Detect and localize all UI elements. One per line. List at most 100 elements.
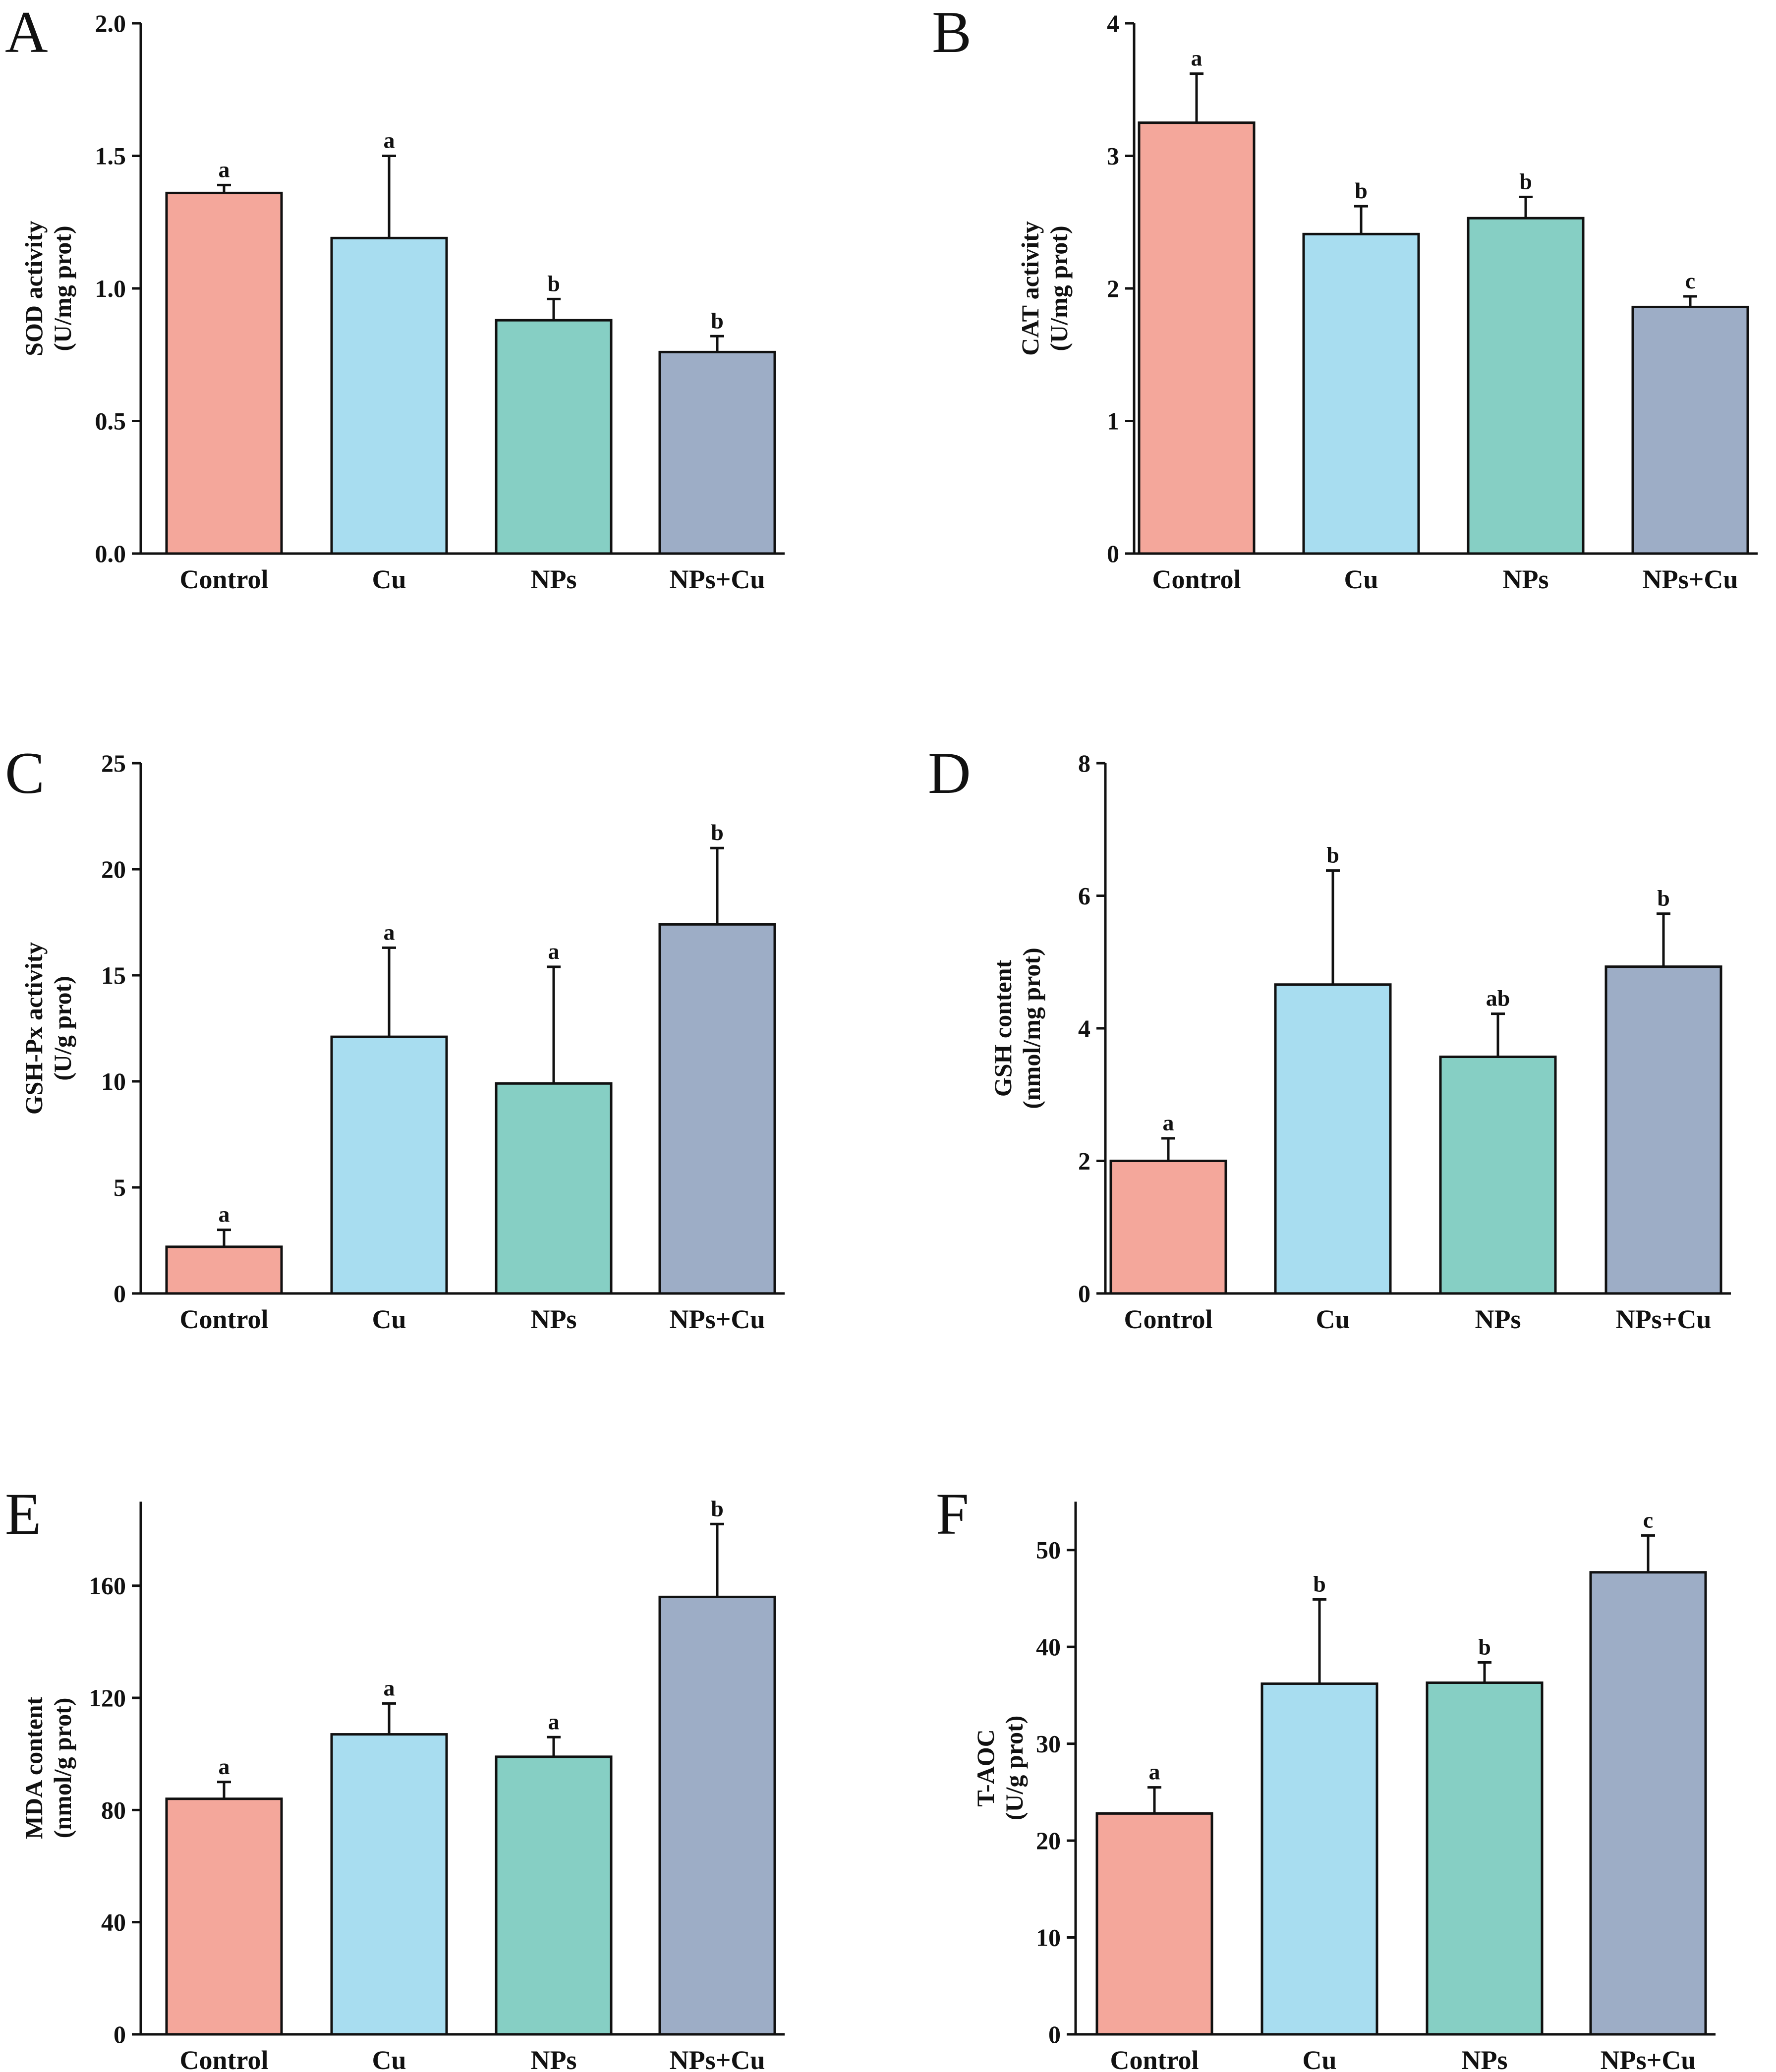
y-tick-label: 8 <box>1078 749 1090 777</box>
significance-label: b <box>1478 1634 1491 1659</box>
significance-label: b <box>711 1496 724 1521</box>
y-axis-title: T-AOC <box>972 1729 999 1807</box>
significance-label: a <box>1163 1110 1174 1135</box>
y-tick-label: 1 <box>1107 407 1119 435</box>
y-tick-label: 120 <box>89 1684 126 1712</box>
x-category-label: NPs <box>531 564 577 594</box>
significance-label: b <box>1519 168 1532 194</box>
panel-a: A 0.0 0.5 1.0 1.5 2.0 SOD activity (U/mg prot) a… <box>5 0 785 594</box>
x-category-label: NPs+Cu <box>1601 2045 1696 2072</box>
y-tick-label: 1.0 <box>95 275 126 302</box>
bar-nps <box>1439 1056 1557 1295</box>
x-category-label: Cu <box>372 564 406 594</box>
x-category-label: Cu <box>1316 1304 1350 1334</box>
x-category-label: NPs <box>1503 564 1549 594</box>
y-tick-label: 6 <box>1078 882 1090 910</box>
x-category-label: NPs <box>1475 1304 1521 1334</box>
bar-nps-cu <box>1631 305 1749 555</box>
significance-label: b <box>711 308 724 333</box>
y-tick-label: 40 <box>101 1908 126 1936</box>
significance-label: b <box>547 271 560 296</box>
significance-label: b <box>1355 178 1368 203</box>
significance-label: ab <box>1486 986 1510 1011</box>
y-axis-title: GSH-Px activity <box>20 942 48 1115</box>
significance-label: a <box>548 1709 560 1734</box>
panel-letter: E <box>5 1481 41 1547</box>
significance-label: c <box>1685 268 1695 293</box>
bar-nps-cu <box>1589 1571 1707 2036</box>
panel-letter: A <box>5 0 48 65</box>
y-axis-unit: (nmol/g prot) <box>49 1698 76 1839</box>
x-category-label: Control <box>179 2045 268 2072</box>
y-tick-label: 20 <box>101 855 126 883</box>
y-tick-label: 0 <box>1107 540 1119 567</box>
panel-b: B 0 1 2 3 4 CAT activity (U/mg prot) a Control b Cu… <box>932 0 1758 594</box>
bar-nps-cu <box>658 923 776 1295</box>
bar-control <box>1109 1160 1227 1295</box>
bar-control <box>1095 1812 1213 2036</box>
bar-cu <box>330 1035 448 1295</box>
y-tick-label: 4 <box>1078 1014 1090 1042</box>
significance-label: a <box>219 1202 230 1227</box>
y-axis-title: SOD activity <box>20 221 48 356</box>
panel-letter: F <box>936 1481 969 1547</box>
x-category-label: Cu <box>372 2045 406 2072</box>
y-tick-label: 2 <box>1107 275 1119 302</box>
bar-control <box>165 1797 283 2036</box>
y-axis-title: GSH content <box>989 959 1017 1097</box>
y-tick-label: 0 <box>1048 2020 1061 2048</box>
significance-label: a <box>219 1754 230 1779</box>
x-category-label: Control <box>179 1304 268 1334</box>
panel-letter: C <box>5 740 45 806</box>
significance-label: b <box>711 820 724 845</box>
panel-letter: D <box>928 740 971 806</box>
significance-label: c <box>1643 1507 1653 1532</box>
bar-cu <box>330 1733 448 2036</box>
panel-letter: B <box>932 0 972 65</box>
bar-nps <box>1467 217 1585 555</box>
y-axis-unit: (U/mg prot) <box>49 225 76 351</box>
x-category-label: NPs+Cu <box>670 564 765 594</box>
panel-d: D 0 2 4 6 8 GSH content (nmol/mg prot) a Control b… <box>928 740 1731 1334</box>
y-tick-label: 80 <box>101 1796 126 1824</box>
y-axis-title: CAT activity <box>1016 221 1044 356</box>
x-category-label: NPs <box>1462 2045 1508 2072</box>
bar-nps-cu <box>658 1595 776 2036</box>
x-category-label: Control <box>1110 2045 1199 2072</box>
y-tick-label: 10 <box>101 1067 126 1095</box>
bar-nps <box>495 319 613 555</box>
y-tick-label: 5 <box>114 1174 126 1201</box>
significance-label: b <box>1657 886 1670 911</box>
x-category-label: NPs <box>531 2045 577 2072</box>
significance-label: b <box>1313 1571 1326 1596</box>
panel-e: E 0 40 80 120 160 MDA content (nmol/g prot) a Con… <box>5 1481 785 2072</box>
y-tick-label: 0 <box>1078 1280 1090 1307</box>
x-category-label: NPs+Cu <box>670 1304 765 1334</box>
y-tick-label: 2 <box>1078 1147 1090 1175</box>
x-category-label: NPs+Cu <box>1643 564 1738 594</box>
y-tick-label: 30 <box>1036 1730 1061 1758</box>
y-axis-unit: (U/g prot) <box>1000 1716 1028 1821</box>
y-tick-label: 1.5 <box>95 142 126 170</box>
y-tick-label: 0 <box>114 1280 126 1307</box>
x-category-label: NPs <box>531 1304 577 1334</box>
bar-nps <box>495 1755 613 2036</box>
bar-nps-cu <box>658 350 776 555</box>
significance-label: a <box>384 1675 395 1700</box>
y-tick-label: 0 <box>114 2020 126 2048</box>
bar-cu <box>330 236 448 555</box>
y-tick-label: 3 <box>1107 142 1119 170</box>
significance-label: a <box>548 939 560 964</box>
y-tick-label: 25 <box>101 749 126 777</box>
bar-nps <box>1426 1681 1544 2036</box>
y-tick-label: 10 <box>1036 1924 1061 1952</box>
bar-control <box>1138 121 1256 555</box>
significance-label: b <box>1326 842 1339 868</box>
y-axis-unit: (U/mg prot) <box>1045 225 1073 351</box>
bar-cu <box>1302 232 1420 555</box>
significance-label: a <box>384 128 395 153</box>
y-tick-label: 0.5 <box>95 407 126 435</box>
panel-f: F 0 10 20 30 40 50 T-AOC (U/g prot) a Control b Cu b N… <box>936 1481 1716 2072</box>
x-category-label: Control <box>1152 564 1241 594</box>
